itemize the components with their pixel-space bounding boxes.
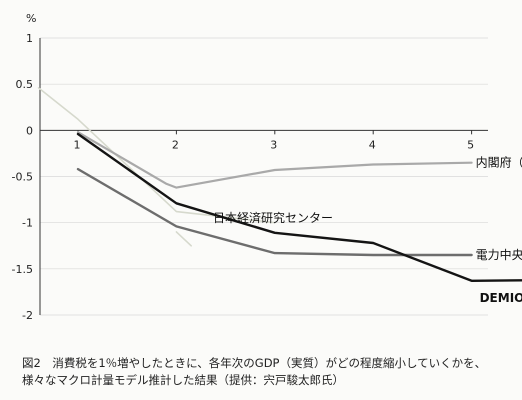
y-tick-label: -0.5 <box>12 171 33 184</box>
caption-line-2: 様々なマクロ計量モデル推計した結果（提供：宍戸駿太郎氏） <box>22 373 344 387</box>
figure-caption: 図2 消費税を1％増やしたときに、各年次のGDP（実質）がどの程度縮小していくか… <box>22 355 512 389</box>
x-tick-label: 4 <box>369 138 376 151</box>
caption-line-1: 図2 消費税を1％増やしたときに、各年次のGDP（実質）がどの程度縮小していくか… <box>22 356 487 370</box>
line-chart: 10.50-0.5-1-1.5-2 123456 % 年 内閣府（2008年度版… <box>12 12 522 322</box>
series-label-criepi: 電力中央研究所 <box>476 247 522 262</box>
series-line-jcer-fragment <box>175 231 192 247</box>
y-tick-label: 1 <box>26 32 33 45</box>
x-tick-label: 2 <box>172 138 179 151</box>
y-tick-label: 0.5 <box>16 78 34 91</box>
horizontal-gridlines <box>40 37 488 316</box>
series-label-jcer: 日本経済研究センター <box>213 210 333 225</box>
x-tick-labels: 123456 <box>74 130 474 151</box>
series-line-cabinet-office <box>76 131 473 189</box>
y-tick-label: -1.5 <box>12 263 33 276</box>
y-tick-label: -1 <box>22 217 33 230</box>
series-line-demios <box>76 132 522 282</box>
series-label-cabinet-office: 内閣府（2008年度版） <box>476 155 522 170</box>
x-tick-label: 1 <box>74 138 81 151</box>
y-tick-label: -2 <box>22 309 33 322</box>
series-lines <box>37 87 522 282</box>
x-tick-label: 5 <box>467 138 474 151</box>
x-tick-label: 3 <box>270 138 277 151</box>
series-line-jcer <box>37 87 276 224</box>
y-tick-label: 0 <box>26 124 33 137</box>
y-axis-unit-label: % <box>26 12 36 25</box>
series-label-demios: DEMIOS <box>480 291 522 305</box>
y-tick-labels: 1 0.5 0 -0.5 -1 -1.5 -2 <box>12 32 33 322</box>
